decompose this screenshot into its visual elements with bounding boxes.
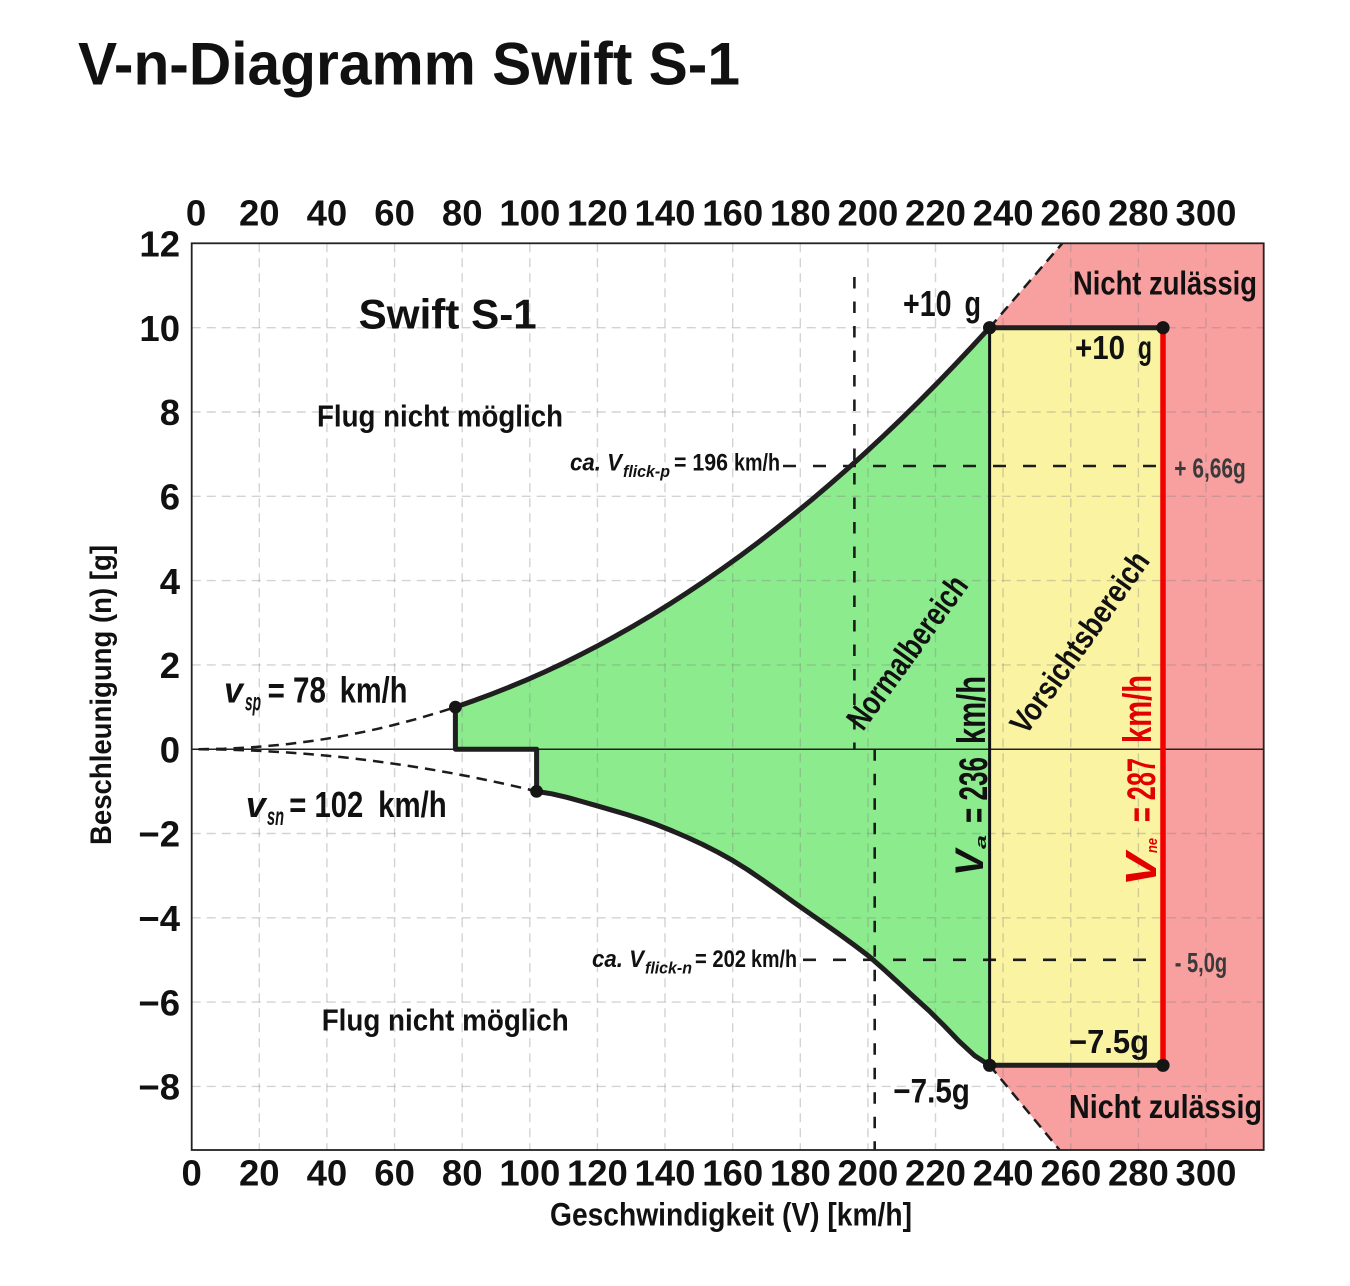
svg-text:60: 60 [374,193,415,234]
svg-text:Nicht zulässig: Nicht zulässig [1069,1088,1262,1125]
svg-text:120: 120 [567,193,628,234]
svg-text:4: 4 [160,561,181,602]
svg-text:g: g [1138,329,1152,366]
svg-text:Geschwindigkeit (V) [km/h]: Geschwindigkeit (V) [km/h] [550,1197,912,1233]
svg-text:280: 280 [1108,1153,1169,1194]
svg-text:= 78: = 78 [268,670,326,711]
svg-text:ne: ne [1144,838,1161,853]
svg-text:V-n-Diagramm Swift S-1: V-n-Diagramm Swift S-1 [78,31,740,98]
svg-text:−2: −2 [138,814,180,855]
svg-text:60: 60 [374,1153,415,1194]
svg-text:km/h: km/h [340,670,408,711]
svg-text:6: 6 [160,477,180,518]
svg-text:20: 20 [239,193,280,234]
svg-text:km/h: km/h [950,676,994,744]
svg-text:160: 160 [702,193,763,234]
svg-text:Flug nicht möglich: Flug nicht möglich [322,1003,569,1038]
svg-text:260: 260 [1040,1153,1101,1194]
svg-text:sn: sn [267,803,284,831]
svg-text:= 102: = 102 [289,784,363,825]
svg-text:+10: +10 [903,283,952,324]
svg-text:km/h: km/h [1116,675,1160,743]
svg-text:V: V [948,847,992,876]
svg-text:160: 160 [702,1153,763,1194]
svg-text:+ 6,66g: + 6,66g [1174,453,1246,484]
svg-text:100: 100 [499,193,560,234]
svg-text:0: 0 [182,1153,202,1194]
svg-text:100: 100 [499,1153,560,1194]
svg-text:180: 180 [770,193,831,234]
svg-text:−7.5g: −7.5g [893,1072,970,1110]
svg-text:0: 0 [160,729,180,770]
svg-text:−6: −6 [138,982,180,1023]
svg-text:8: 8 [160,392,180,433]
svg-text:km/h: km/h [751,946,797,973]
svg-text:ca. V: ca. V [570,450,624,477]
svg-text:2: 2 [160,645,180,686]
svg-text:220: 220 [905,193,966,234]
svg-text:= 236: = 236 [952,757,996,823]
svg-text:20: 20 [239,1153,280,1194]
svg-text:Flug nicht möglich: Flug nicht möglich [317,399,563,434]
svg-text:v: v [224,670,245,711]
svg-text:g: g [965,283,982,324]
svg-text:km/h: km/h [378,784,447,825]
svg-text:−7.5g: −7.5g [1069,1023,1149,1060]
svg-text:0: 0 [186,193,206,234]
svg-text:v: v [246,784,268,825]
svg-text:−8: −8 [138,1067,180,1108]
svg-text:- 5,0g: - 5,0g [1175,947,1228,978]
svg-text:flick-p: flick-p [623,462,670,481]
svg-text:10: 10 [139,308,180,349]
svg-text:80: 80 [442,193,483,234]
svg-text:240: 240 [973,1153,1034,1194]
svg-text:240: 240 [973,193,1034,234]
svg-text:200: 200 [837,193,898,234]
svg-text:= 196: = 196 [674,450,728,477]
svg-text:220: 220 [905,1153,966,1194]
svg-text:260: 260 [1040,193,1101,234]
svg-text:40: 40 [307,193,348,234]
svg-text:Beschleunigung (n) [g]: Beschleunigung (n) [g] [85,545,118,845]
svg-text:= 287: = 287 [1120,758,1164,822]
svg-text:ca. V: ca. V [592,946,646,973]
svg-text:200: 200 [837,1153,898,1194]
svg-text:flick-n: flick-n [645,959,692,978]
svg-text:Nicht zulässig: Nicht zulässig [1073,265,1257,302]
svg-text:Swift S-1: Swift S-1 [359,290,537,337]
svg-text:140: 140 [635,193,696,234]
svg-text:300: 300 [1176,193,1237,234]
svg-text:120: 120 [567,1153,628,1194]
svg-text:sp: sp [245,689,261,717]
svg-text:+10: +10 [1075,329,1125,366]
svg-text:280: 280 [1108,193,1169,234]
svg-text:140: 140 [635,1153,696,1194]
svg-text:= 202: = 202 [695,946,746,973]
svg-text:a: a [973,835,990,849]
svg-text:300: 300 [1176,1153,1237,1194]
svg-text:V: V [1117,849,1166,886]
svg-text:−4: −4 [138,898,180,939]
svg-text:80: 80 [442,1153,483,1194]
svg-text:180: 180 [770,1153,831,1194]
svg-text:40: 40 [307,1153,348,1194]
svg-text:12: 12 [139,224,180,265]
svg-text:km/h: km/h [734,450,780,477]
